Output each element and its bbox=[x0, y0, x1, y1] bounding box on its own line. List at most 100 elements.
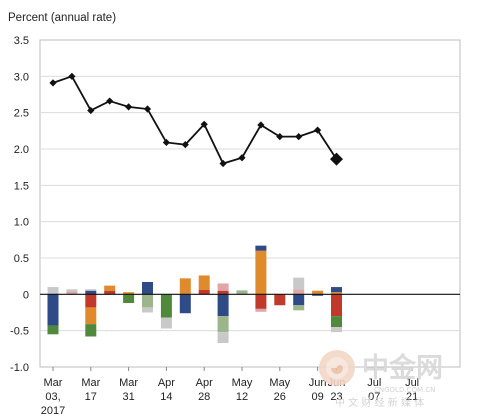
bar-segment bbox=[217, 332, 229, 344]
watermark: 中金网 CNGOLD.COM.CN 中 文 财 经 新 媒 体 bbox=[319, 350, 443, 409]
line-series bbox=[49, 72, 343, 168]
y-tick-label: 2.0 bbox=[14, 144, 29, 156]
bar-segment bbox=[142, 294, 153, 308]
x-tick-label: Jul bbox=[367, 377, 381, 389]
y-tick-label: 2.5 bbox=[14, 108, 29, 120]
bar-segment bbox=[255, 245, 267, 251]
x-tick-sublabel: 17 bbox=[85, 391, 97, 403]
data-point bbox=[276, 133, 284, 141]
bar-group bbox=[85, 289, 97, 337]
bar-group bbox=[179, 278, 191, 314]
y-axis-ticks: -1.0 -0.5 0 0.5 1.0 1.5 2.0 2.5 3.0 3.5 bbox=[10, 35, 29, 374]
watermark-logo-icon bbox=[319, 350, 355, 386]
bar-segment bbox=[142, 307, 153, 313]
y-tick-label: 3.5 bbox=[14, 35, 29, 47]
bar-group bbox=[104, 285, 116, 295]
bar-segment bbox=[293, 305, 305, 311]
y-axis-label: Percent (annual rate) bbox=[8, 12, 116, 24]
x-tick-sublabel: 23 bbox=[330, 391, 342, 403]
x-tick-sublabel: 09 bbox=[311, 391, 323, 403]
bar-segment bbox=[236, 290, 248, 295]
bar-segment bbox=[217, 283, 229, 291]
latest-point-marker bbox=[330, 152, 343, 166]
x-tick-sublabel: 12 bbox=[236, 391, 248, 403]
bar-segment bbox=[331, 287, 342, 293]
bar-group bbox=[47, 287, 59, 335]
x-tick-sublabel: 31 bbox=[122, 391, 134, 403]
watermark-url: CNGOLD.COM.CN bbox=[374, 386, 435, 394]
bar-segment bbox=[142, 281, 153, 295]
x-tick-label: Apr bbox=[196, 377, 213, 389]
x-tick-sublabel: 21 bbox=[406, 391, 418, 403]
bar-segment bbox=[104, 285, 116, 291]
plot-border bbox=[39, 39, 461, 368]
x-tick-label: May bbox=[269, 377, 290, 389]
bar-segment bbox=[85, 294, 97, 308]
x-tick-sublabel: 03, bbox=[45, 391, 60, 403]
bar-group bbox=[312, 290, 324, 296]
bar-group bbox=[255, 245, 267, 312]
y-tick-label: 1.5 bbox=[14, 180, 29, 192]
bar-segment bbox=[331, 292, 342, 295]
bar-group bbox=[274, 294, 286, 306]
bar-segment bbox=[66, 289, 78, 292]
bar-segment bbox=[255, 294, 267, 309]
x-tick-sublabel: 07 bbox=[368, 391, 380, 403]
y-tick-label: 0 bbox=[23, 289, 29, 301]
bar-segment bbox=[293, 289, 305, 295]
data-point bbox=[257, 121, 265, 129]
bar-segment bbox=[104, 290, 116, 295]
bar-series bbox=[47, 245, 342, 344]
x-tick-sublabel: 28 bbox=[198, 391, 210, 403]
watermark-subtitle: 中 文 财 经 新 媒 体 bbox=[335, 396, 424, 409]
bar-segment bbox=[198, 289, 210, 295]
bar-group bbox=[236, 289, 248, 295]
bar-segment bbox=[198, 275, 210, 290]
data-point bbox=[314, 126, 322, 134]
bar-segment bbox=[85, 307, 97, 325]
bar-segment bbox=[217, 316, 229, 333]
bar-group bbox=[66, 289, 78, 295]
series-line bbox=[52, 75, 338, 165]
data-point bbox=[238, 154, 246, 162]
data-point bbox=[181, 141, 189, 149]
x-tick-sublabel: 26 bbox=[274, 391, 286, 403]
y-tick-label: -1.0 bbox=[10, 362, 29, 374]
x-tick-label: May bbox=[232, 377, 253, 389]
data-point bbox=[87, 106, 95, 115]
bar-group bbox=[198, 275, 210, 295]
y-tick-label: 3.0 bbox=[14, 71, 29, 83]
bar-segment bbox=[217, 290, 229, 295]
x-tick-label: Apr bbox=[158, 377, 175, 389]
data-point bbox=[295, 133, 303, 141]
bar-segment bbox=[312, 290, 324, 295]
bar-group bbox=[217, 283, 229, 344]
bar-segment bbox=[47, 287, 59, 295]
x-tick-label: Mar bbox=[44, 377, 63, 389]
watermark-text: 中金网 bbox=[362, 352, 443, 384]
bar-segment bbox=[217, 294, 229, 317]
bar-group bbox=[123, 292, 135, 304]
x-axis-ticks: Mar 03, 2017 Mar 17 Mar 31 Apr 14 Apr 28 May 12 May 26… bbox=[41, 367, 419, 417]
x-tick-label: Jun bbox=[309, 377, 327, 389]
x-tick-label: Jul bbox=[405, 377, 419, 389]
bar-group bbox=[142, 281, 153, 313]
data-point bbox=[219, 159, 227, 168]
bar-group bbox=[331, 287, 342, 333]
x-tick-label: Mar bbox=[81, 377, 100, 389]
y-tick-label: 1.0 bbox=[14, 217, 29, 229]
bar-group bbox=[160, 294, 172, 329]
gridlines bbox=[40, 75, 460, 332]
x-tick-sublabel: 14 bbox=[160, 391, 172, 403]
plot-frame bbox=[39, 39, 461, 368]
bar-segment bbox=[47, 294, 59, 326]
bar-segment bbox=[85, 324, 97, 337]
bar-segment bbox=[255, 250, 267, 295]
bar-segment bbox=[160, 317, 172, 329]
bar-segment bbox=[293, 277, 305, 290]
y-tick-label: 0.5 bbox=[14, 253, 29, 265]
bar-segment bbox=[160, 294, 172, 318]
bar-segment bbox=[179, 294, 191, 314]
data-point bbox=[200, 120, 208, 128]
